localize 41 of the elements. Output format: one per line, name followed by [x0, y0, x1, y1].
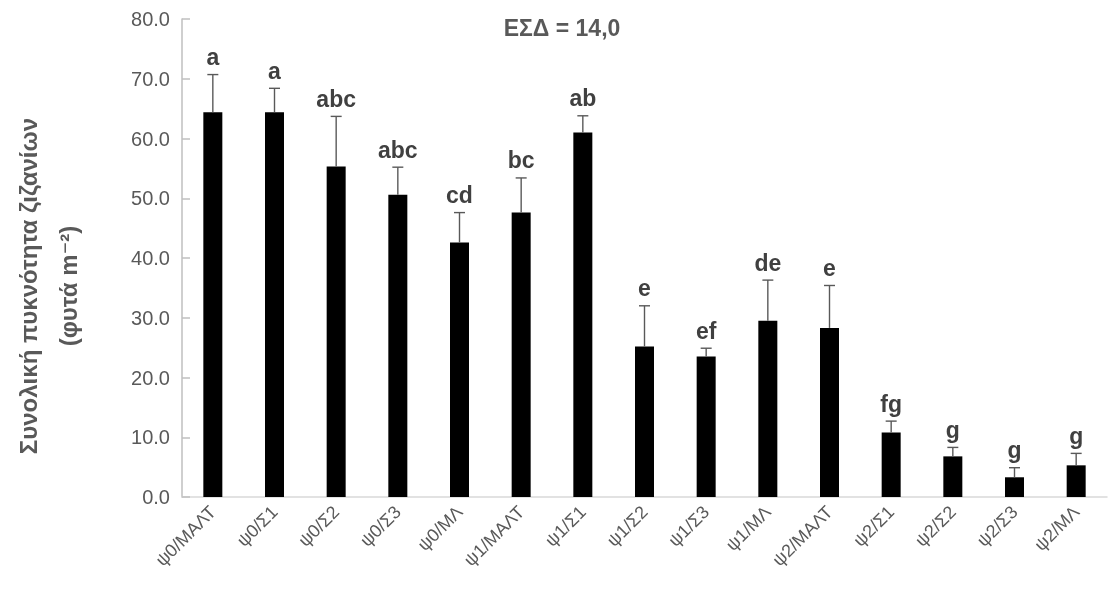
bar	[635, 346, 654, 497]
annotation: abc	[316, 85, 357, 112]
annotation: a	[206, 44, 220, 71]
annotation: ab	[569, 85, 597, 112]
annotation: g	[1007, 437, 1022, 464]
annotation: de	[754, 249, 782, 276]
bar	[450, 242, 469, 497]
bar	[943, 456, 963, 497]
bar	[881, 432, 901, 497]
bar	[573, 132, 593, 497]
annotation: abc	[378, 136, 418, 163]
y-tick-label: 0.0	[142, 486, 170, 508]
bar	[203, 112, 223, 497]
bar	[820, 327, 839, 497]
annotation: e	[638, 275, 651, 302]
annotation: cd	[446, 182, 473, 209]
y-axis-title: Συνολική πυκνότητα ζιζανίων (φυτά m⁻²)	[14, 117, 82, 455]
y-tick-label: 50.0	[131, 187, 170, 210]
bar	[1066, 465, 1086, 497]
bar	[326, 166, 346, 497]
y-tick-label: 10.0	[131, 426, 170, 449]
annotation: ef	[695, 317, 717, 344]
annotation: bc	[507, 147, 535, 174]
annotation: g	[1069, 422, 1084, 449]
bar	[388, 194, 408, 497]
y-tick-label: 30.0	[131, 306, 170, 329]
y-tick-label: 40.0	[131, 247, 170, 269]
bar	[758, 320, 778, 497]
y-tick-label: 80.0	[131, 8, 170, 30]
y-tick-label: 70.0	[131, 67, 170, 90]
bar	[1005, 477, 1024, 497]
annotation: a	[268, 57, 282, 84]
bar	[265, 112, 284, 497]
y-tick-label: 60.0	[131, 127, 170, 150]
annotation: g	[945, 416, 960, 443]
bar	[511, 212, 531, 497]
annotation: e	[823, 254, 836, 281]
y-tick-label: 20.0	[131, 366, 170, 389]
annotation: ΕΣΔ = 14,0	[503, 15, 621, 41]
annotation: fg	[880, 390, 903, 417]
bar	[696, 356, 716, 497]
